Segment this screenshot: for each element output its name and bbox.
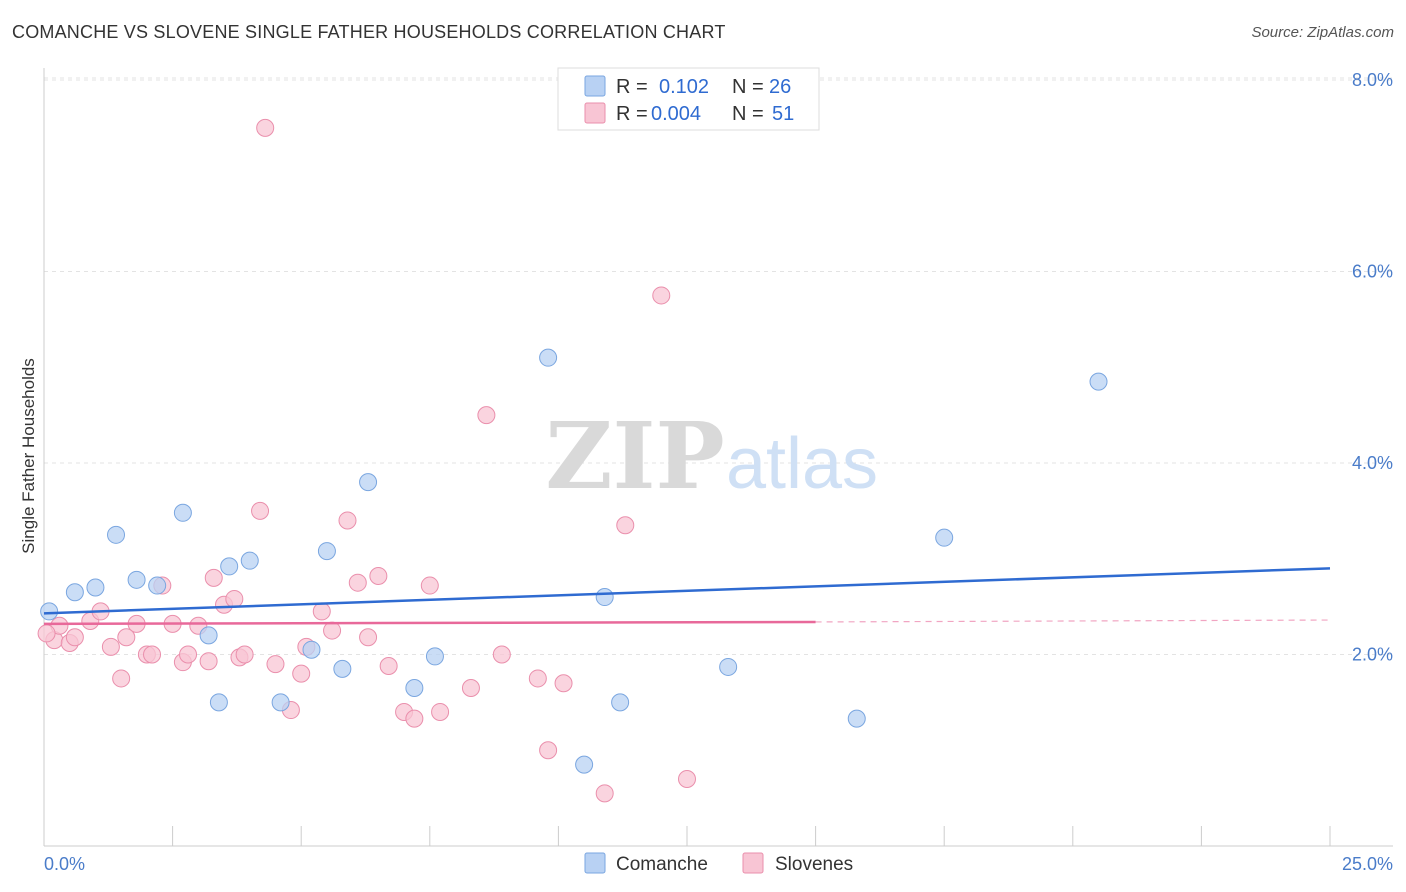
slovene-point <box>369 566 388 585</box>
slovene-point <box>338 511 357 530</box>
slovene-point <box>477 406 496 425</box>
slovene-point <box>112 669 131 688</box>
y-tick-label: 2.0% <box>1352 645 1393 665</box>
comanche-point <box>148 576 167 595</box>
slovene-point <box>292 664 311 683</box>
slovene-point <box>652 286 671 305</box>
slovene-point <box>256 118 275 137</box>
chart-title: COMANCHE VS SLOVENE SINGLE FATHER HOUSEH… <box>12 22 726 42</box>
slovene-point <box>379 656 398 675</box>
slovene-point <box>431 702 450 721</box>
slovene-point <box>117 628 136 647</box>
watermark: ZIP atlas <box>545 402 878 510</box>
slovene-point <box>225 589 244 608</box>
comanche-point <box>240 551 259 570</box>
watermark-zip: ZIP <box>545 402 724 510</box>
slovene-point <box>143 645 162 664</box>
slovene-point <box>204 568 223 587</box>
comanche-point <box>127 570 146 589</box>
comanche-point <box>575 755 594 774</box>
slovene-point <box>251 501 270 520</box>
y-tick-label: 6.0% <box>1352 262 1393 282</box>
comanche-point <box>539 348 558 367</box>
slovene-trendline <box>43 620 816 626</box>
comanche-point <box>107 525 126 544</box>
legend-n-label-slovene: N = <box>732 103 764 125</box>
comanche-point <box>719 657 738 676</box>
slovene-point <box>595 784 614 803</box>
slovene-point <box>678 769 696 788</box>
comanche-point <box>302 640 321 659</box>
axes <box>43 68 1393 847</box>
comanche-point <box>86 578 105 597</box>
comanche-point <box>595 588 614 607</box>
chart-source: Source: ZipAtlas.com <box>1251 24 1394 41</box>
slovene-point <box>65 628 84 647</box>
slovene-points <box>37 118 696 803</box>
comanche-point <box>1089 372 1108 391</box>
slovene-point <box>235 645 254 664</box>
slovene-point <box>492 645 511 664</box>
comanche-point <box>333 659 352 678</box>
comanche-point <box>935 528 954 547</box>
bottom-legend-swatch-slovene <box>742 852 764 874</box>
slovene-point <box>101 637 120 656</box>
comanche-point <box>405 679 424 698</box>
legend-n-value-comanche: 26 <box>769 76 791 98</box>
slovene-point <box>616 516 635 535</box>
legend-n-label-comanche: N = <box>732 76 764 98</box>
y-axis-label: Single Father Households <box>19 358 38 554</box>
slovene-point <box>312 602 331 621</box>
comanche-point <box>220 557 239 576</box>
y-tick-label: 8.0% <box>1352 70 1393 90</box>
slovene-point <box>420 576 439 595</box>
comanche-point <box>209 693 228 712</box>
comanche-point <box>65 583 84 602</box>
slovene-point <box>528 669 547 688</box>
slovene-point <box>323 621 342 640</box>
comanche-points <box>40 348 1108 774</box>
comanche-point <box>173 503 192 522</box>
legend-r-label-comanche: R = <box>616 76 648 98</box>
slovene-point <box>405 709 424 728</box>
legend-swatch-comanche <box>584 75 606 97</box>
slovene-point <box>461 679 480 698</box>
slovene-point <box>359 628 378 647</box>
slovene-point <box>539 741 558 760</box>
legend: R = 0.102 N = 26 R = 0.004 N = 51 <box>557 67 820 131</box>
comanche-point <box>40 602 59 621</box>
bottom-legend: Comanche Slovenes <box>584 852 853 875</box>
comanche-point <box>611 693 630 712</box>
slovene-point <box>348 573 367 592</box>
y-tick-label: 4.0% <box>1352 453 1393 473</box>
comanche-point <box>847 709 866 728</box>
legend-r-value-comanche: 0.102 <box>659 76 709 98</box>
slovene-point <box>37 624 56 643</box>
comanche-point <box>271 693 290 712</box>
slovene-trendline-extension <box>815 619 1331 623</box>
legend-swatch-slovene <box>584 102 606 124</box>
slovene-point <box>554 674 573 693</box>
comanche-point <box>425 647 444 666</box>
comanche-point <box>317 542 336 561</box>
bottom-legend-label-comanche: Comanche <box>616 854 708 875</box>
trendlines <box>43 567 1331 626</box>
watermark-atlas: atlas <box>726 424 878 504</box>
x-tick-label-min: 0.0% <box>44 854 85 874</box>
slovene-point <box>266 655 285 674</box>
comanche-point <box>359 473 378 492</box>
x-tick-label-max: 25.0% <box>1342 854 1393 874</box>
slovene-point <box>179 645 198 664</box>
y-tick-labels: 2.0% 4.0% 6.0% 8.0% <box>1352 70 1393 665</box>
slovene-point <box>199 652 218 671</box>
legend-r-value-slovene: 0.004 <box>651 103 701 125</box>
comanche-point <box>199 626 218 645</box>
bottom-legend-label-slovene: Slovenes <box>775 854 853 875</box>
legend-r-label-slovene: R = <box>616 103 648 125</box>
legend-n-value-slovene: 51 <box>772 103 794 125</box>
x-ticks <box>43 826 1331 846</box>
comanche-trendline <box>43 567 1331 615</box>
bottom-legend-swatch-comanche <box>584 852 606 874</box>
